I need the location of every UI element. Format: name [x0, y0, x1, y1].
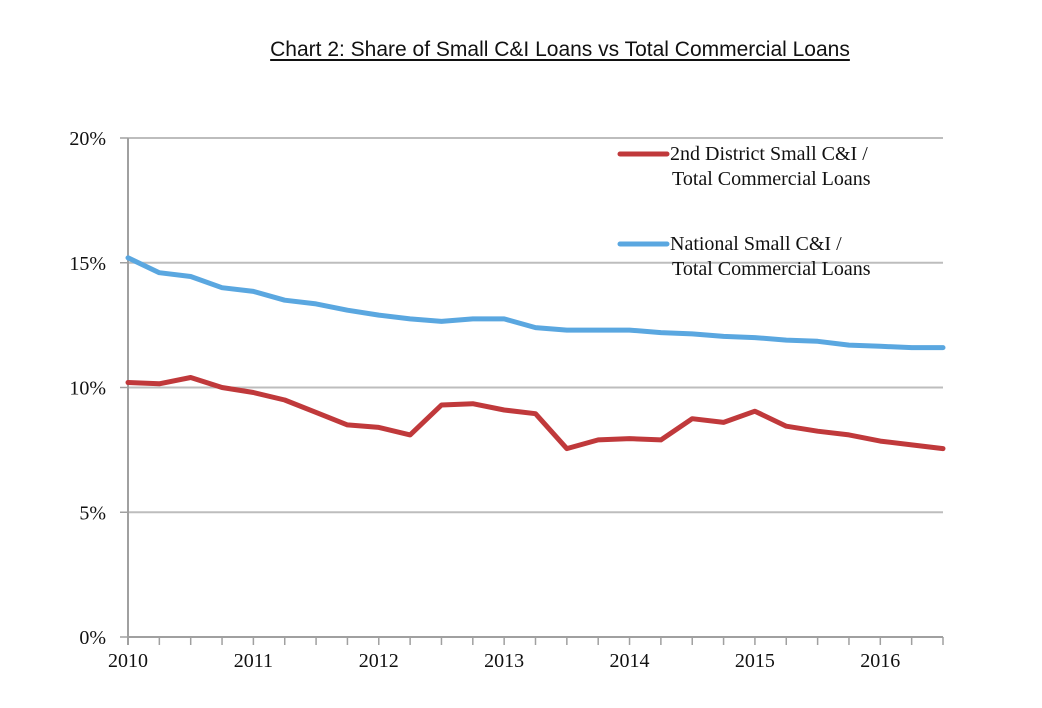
y-tick-label: 0% — [79, 627, 106, 649]
x-tick-label: 2014 — [610, 650, 650, 672]
axes — [120, 137, 944, 645]
legend-label: Total Commercial Loans — [672, 258, 871, 280]
y-tick-label: 10% — [69, 378, 106, 400]
y-tick-labels: 0% 5% 10% 15% 20% — [69, 128, 106, 649]
chart-title: Chart 2: Share of Small C&I Loans vs Tot… — [270, 38, 850, 61]
x-tick-label: 2015 — [735, 650, 775, 672]
y-tick-label: 15% — [69, 253, 106, 275]
x-tick-label: 2010 — [108, 650, 148, 672]
legend-label: National Small C&I / — [670, 233, 842, 255]
legend-label: 2nd District Small C&I / — [670, 143, 868, 165]
x-tick-label: 2016 — [860, 650, 900, 672]
y-tick-label: 20% — [69, 128, 106, 150]
legend: 2nd District Small C&I / Total Commercial… — [617, 143, 871, 280]
x-tick-label: 2012 — [359, 650, 399, 672]
series-lines — [125, 255, 946, 452]
y-tick-label: 5% — [79, 502, 106, 524]
x-tick-label: 2013 — [484, 650, 524, 672]
x-tick-label: 2011 — [234, 650, 273, 672]
legend-label: Total Commercial Loans — [672, 168, 871, 190]
gridlines — [128, 137, 943, 514]
x-tick-labels: 2010 2011 2012 2013 2014 2015 2016 — [108, 650, 900, 672]
